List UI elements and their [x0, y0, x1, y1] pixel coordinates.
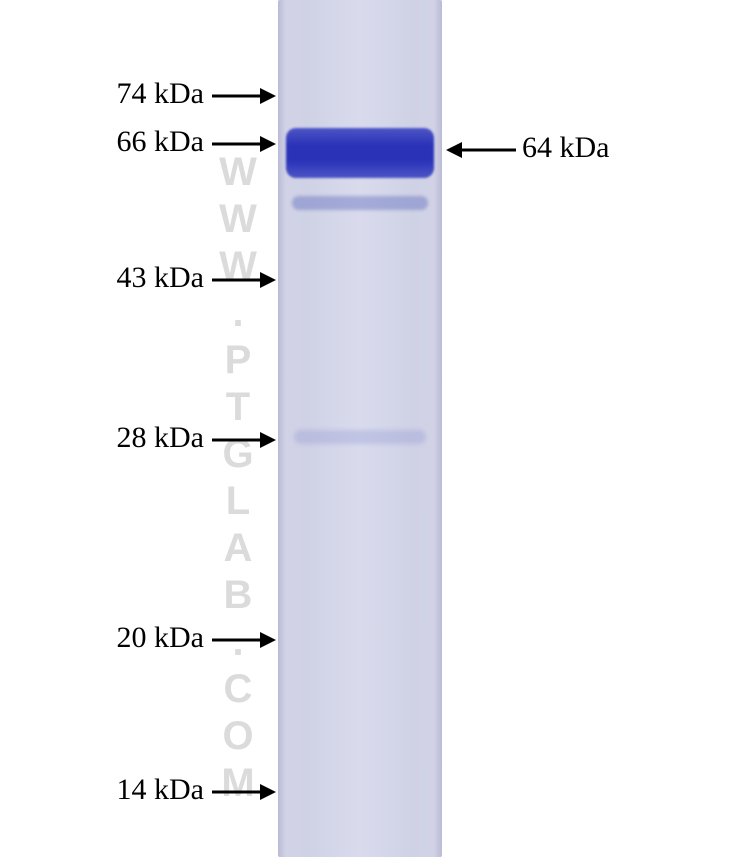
- marker-label: 74 kDa: [117, 77, 204, 111]
- gel-lane-edge-left: [278, 0, 286, 857]
- marker-arrow-right-icon: [212, 632, 276, 648]
- faint-band-55kda: [292, 196, 428, 210]
- gel-lane-edge-right: [434, 0, 442, 857]
- faint-band-28kda: [294, 430, 426, 444]
- marker-arrow-right-icon: [212, 88, 276, 104]
- marker-label: 20 kDa: [117, 621, 204, 655]
- marker-arrow-right-icon: [212, 432, 276, 448]
- marker-arrow-right-icon: [212, 136, 276, 152]
- marker-label: 43 kDa: [117, 261, 204, 295]
- marker-arrow-right-icon: [212, 784, 276, 800]
- marker-label: 66 kDa: [117, 125, 204, 159]
- target-arrow-left-icon: [446, 142, 516, 158]
- target-band-label: 64 kDa: [522, 131, 609, 165]
- marker-label: 14 kDa: [117, 773, 204, 807]
- marker-label: 28 kDa: [117, 421, 204, 455]
- marker-arrow-right-icon: [212, 272, 276, 288]
- gel-figure: WWW.PTGLAB.COM 74 kDa 66 kDa 43 kDa 28 kDa 2…: [0, 0, 740, 857]
- main-band-64kda: [286, 128, 434, 178]
- watermark-text: WWW.PTGLAB.COM: [215, 150, 260, 808]
